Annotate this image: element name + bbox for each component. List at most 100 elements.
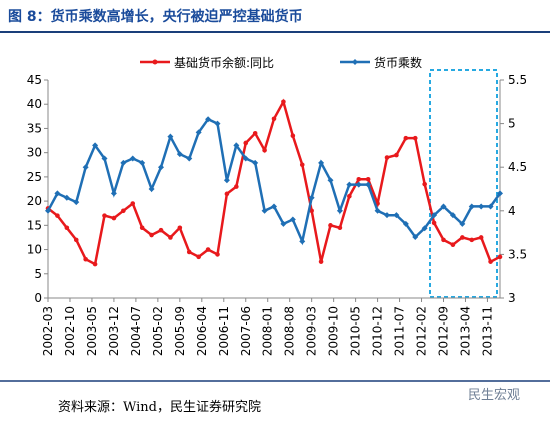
x-tick-label: 2008-01 bbox=[261, 306, 275, 356]
point bbox=[412, 233, 419, 240]
point bbox=[271, 116, 277, 122]
x-tick-label: 2005-02 bbox=[151, 306, 165, 356]
point bbox=[73, 237, 79, 243]
point bbox=[393, 212, 400, 219]
point bbox=[243, 140, 249, 146]
point bbox=[346, 181, 353, 188]
point bbox=[195, 129, 202, 136]
point bbox=[224, 191, 230, 197]
point bbox=[497, 190, 503, 197]
point bbox=[440, 203, 447, 210]
chart-title: 图 8：货币乘数高增长，央行被迫严控基础货币 bbox=[8, 8, 303, 25]
point bbox=[223, 177, 230, 184]
y2-tick-label: 5.5 bbox=[508, 73, 527, 87]
point bbox=[450, 242, 456, 248]
point bbox=[412, 135, 418, 141]
point bbox=[431, 220, 437, 226]
point bbox=[139, 225, 145, 231]
point bbox=[186, 249, 192, 255]
x-tick-label: 2004-07 bbox=[129, 306, 143, 356]
x-tick-label: 2008-08 bbox=[283, 306, 297, 356]
point bbox=[92, 261, 98, 267]
x-tick-label: 2002-10 bbox=[63, 306, 77, 356]
point bbox=[336, 207, 343, 214]
legend-label: 货币乘数 bbox=[374, 55, 422, 70]
point bbox=[55, 213, 60, 218]
point bbox=[205, 116, 212, 123]
point bbox=[488, 259, 493, 264]
y2-tick-label: 4 bbox=[508, 204, 516, 218]
point bbox=[308, 194, 315, 201]
point bbox=[158, 164, 164, 171]
point bbox=[167, 133, 174, 140]
point bbox=[196, 254, 201, 260]
x-tick-label: 2003-05 bbox=[85, 306, 99, 356]
x-tick-label: 2006-04 bbox=[195, 306, 209, 356]
x-tick-label: 2011-07 bbox=[393, 306, 407, 356]
point bbox=[384, 155, 390, 160]
point bbox=[337, 225, 343, 231]
point bbox=[92, 142, 99, 149]
point bbox=[158, 227, 164, 233]
point bbox=[355, 181, 362, 188]
point bbox=[394, 152, 399, 158]
point bbox=[215, 252, 220, 257]
point bbox=[149, 232, 154, 238]
x-tick-label: 2009-10 bbox=[327, 306, 341, 356]
point bbox=[262, 147, 267, 153]
point bbox=[261, 207, 268, 214]
point bbox=[318, 159, 325, 166]
point bbox=[487, 203, 494, 210]
point bbox=[460, 235, 465, 240]
point bbox=[347, 193, 352, 199]
y2-tick-label: 4.5 bbox=[508, 160, 527, 174]
legend-label: 基础货币余额:同比 bbox=[174, 55, 274, 70]
point bbox=[422, 181, 427, 187]
y-tick-label: 40 bbox=[27, 97, 42, 111]
y-tick-label: 30 bbox=[27, 146, 42, 160]
source: 资料来源：Wind，民生证券研究院 bbox=[58, 399, 261, 415]
point bbox=[176, 151, 183, 158]
x-tick-label: 2007-06 bbox=[239, 306, 253, 356]
point bbox=[299, 162, 305, 168]
point bbox=[309, 208, 314, 214]
point bbox=[186, 155, 193, 162]
y2-tick-label: 5 bbox=[508, 117, 516, 131]
point bbox=[327, 177, 334, 184]
legend-marker bbox=[152, 59, 158, 65]
point bbox=[63, 194, 70, 201]
y-tick-label: 35 bbox=[27, 121, 42, 135]
point bbox=[449, 212, 456, 219]
x-tick-label: 2006-11 bbox=[217, 306, 231, 356]
point bbox=[205, 247, 211, 252]
point bbox=[374, 207, 381, 214]
x-tick-label: 2002-03 bbox=[41, 306, 55, 356]
point bbox=[365, 177, 371, 182]
point bbox=[441, 237, 446, 243]
x-tick-label: 2003-12 bbox=[107, 306, 121, 356]
point bbox=[478, 235, 484, 240]
point bbox=[290, 133, 296, 139]
y2-tick-label: 3.5 bbox=[508, 247, 527, 261]
y-tick-label: 0 bbox=[34, 291, 42, 305]
point bbox=[252, 130, 258, 136]
x-tick-label: 2012-02 bbox=[415, 306, 429, 356]
point bbox=[110, 190, 117, 197]
point bbox=[280, 220, 287, 227]
point bbox=[403, 135, 409, 141]
point bbox=[271, 203, 277, 210]
point bbox=[102, 213, 107, 218]
point bbox=[289, 216, 296, 223]
point bbox=[469, 237, 475, 243]
point bbox=[120, 159, 127, 166]
point bbox=[299, 238, 306, 245]
y-tick-label: 20 bbox=[27, 194, 42, 208]
x-tick-label: 2010-12 bbox=[371, 306, 385, 356]
highlight-box bbox=[429, 69, 498, 298]
point bbox=[214, 120, 221, 127]
x-tick-label: 2010-05 bbox=[349, 306, 363, 356]
point bbox=[139, 159, 146, 166]
point bbox=[101, 155, 108, 162]
x-tick-label: 2009-03 bbox=[305, 306, 319, 356]
